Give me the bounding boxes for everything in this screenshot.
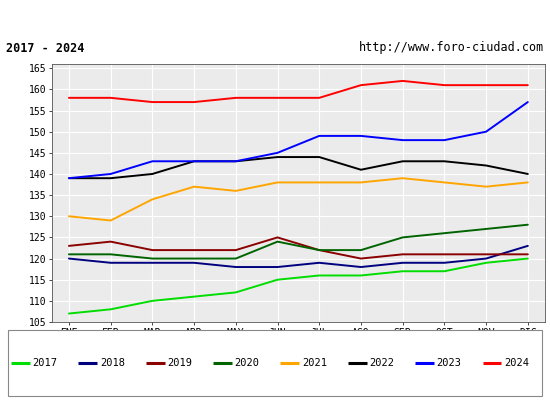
Text: 2017 - 2024: 2017 - 2024 bbox=[6, 42, 84, 54]
Text: http://www.foro-ciudad.com: http://www.foro-ciudad.com bbox=[359, 42, 544, 54]
Text: 2020: 2020 bbox=[234, 358, 260, 368]
Text: 2023: 2023 bbox=[437, 358, 461, 368]
Text: Evolucion num de emigrantes en Espartinas: Evolucion num de emigrantes en Espartina… bbox=[113, 10, 437, 24]
Text: 2022: 2022 bbox=[370, 358, 394, 368]
Text: 2021: 2021 bbox=[302, 358, 327, 368]
Text: 2018: 2018 bbox=[100, 358, 125, 368]
Text: 2017: 2017 bbox=[32, 358, 57, 368]
FancyBboxPatch shape bbox=[8, 330, 542, 396]
Text: 2019: 2019 bbox=[167, 358, 192, 368]
Text: 2024: 2024 bbox=[504, 358, 529, 368]
